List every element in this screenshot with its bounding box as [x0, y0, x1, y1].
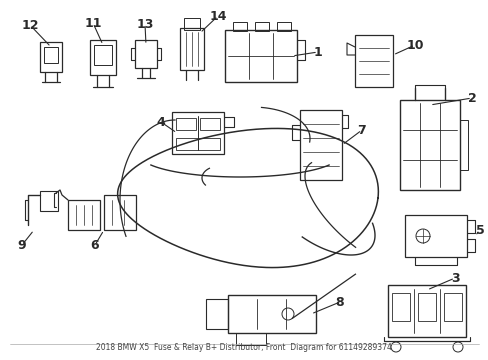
Text: 3: 3: [450, 271, 458, 284]
Bar: [236, 333, 265, 345]
Bar: [354, 35, 392, 87]
Bar: [254, 22, 268, 31]
Text: 10: 10: [406, 39, 423, 51]
Text: 4: 4: [156, 116, 165, 129]
Text: 12: 12: [21, 18, 39, 32]
Text: 2018 BMW X5  Fuse & Relay B+ Distributor, Front  Diagram for 61149289374: 2018 BMW X5 Fuse & Relay B+ Distributor,…: [96, 343, 391, 352]
Bar: [224, 30, 296, 82]
Bar: [180, 28, 203, 70]
Bar: [417, 293, 435, 321]
Bar: [68, 200, 100, 230]
Bar: [176, 138, 220, 150]
Text: 11: 11: [84, 17, 102, 30]
Bar: [299, 110, 341, 180]
Bar: [391, 293, 409, 321]
Bar: [40, 191, 58, 211]
Text: 5: 5: [475, 224, 484, 237]
Text: 14: 14: [209, 9, 226, 23]
Bar: [172, 112, 224, 154]
Text: 2: 2: [467, 91, 475, 104]
Bar: [459, 120, 467, 170]
Text: 7: 7: [357, 123, 366, 136]
Bar: [40, 42, 62, 72]
Bar: [205, 299, 227, 329]
Text: 6: 6: [90, 239, 99, 252]
Bar: [94, 45, 112, 65]
Bar: [104, 195, 136, 230]
Text: 9: 9: [18, 239, 26, 252]
Bar: [44, 47, 58, 63]
Bar: [276, 22, 290, 31]
Bar: [176, 118, 196, 130]
Text: 8: 8: [335, 296, 344, 309]
Bar: [443, 293, 461, 321]
Bar: [135, 40, 157, 68]
Bar: [90, 40, 116, 75]
Bar: [399, 100, 459, 190]
Text: 13: 13: [136, 18, 153, 31]
Text: 1: 1: [313, 45, 322, 59]
Bar: [404, 215, 466, 257]
Bar: [227, 295, 315, 333]
Bar: [200, 118, 220, 130]
Bar: [387, 285, 465, 337]
Bar: [232, 22, 246, 31]
Bar: [183, 18, 200, 30]
